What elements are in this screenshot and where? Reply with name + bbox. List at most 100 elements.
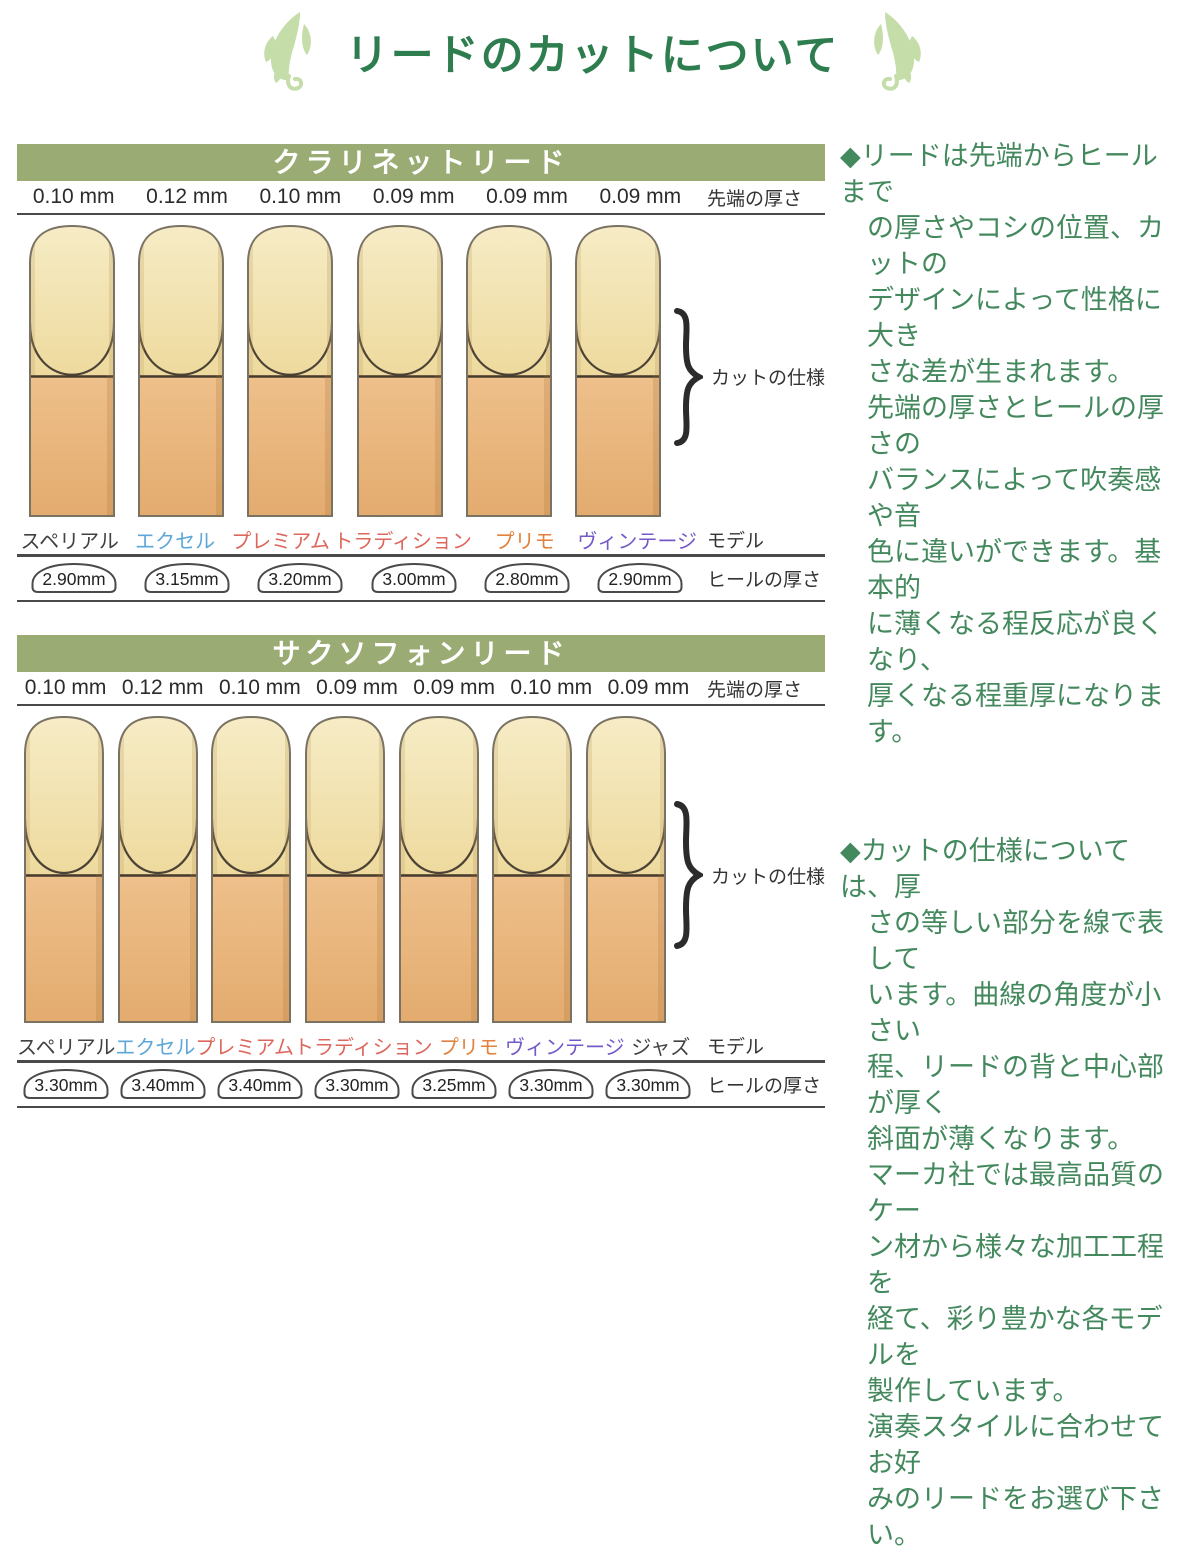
heel: 3.25mm <box>406 1068 503 1100</box>
note-paragraph: ◆カットの仕様については、厚 さの等しい部分を線で表して います。曲線の角度が小さい… <box>840 833 1180 1553</box>
tip-value: 0.09 mm <box>413 676 495 699</box>
tip-value: 0.10 mm <box>510 676 593 699</box>
heel: 3.40mm <box>211 1068 308 1100</box>
leaf-decoration-icon <box>874 12 922 91</box>
tip-value: 0.09 mm <box>316 676 398 699</box>
model-row: スペリアル エクセル プレミアム トラディション プリモ ヴィンテージ ジャズ モデル <box>17 1030 825 1063</box>
reed <box>17 223 126 518</box>
heel: 3.30mm <box>17 1068 114 1100</box>
heel-thickness-label: ヒールの厚さ <box>707 1075 822 1097</box>
leaf-right-icon <box>869 10 925 94</box>
heel-value: 3.40mm <box>228 1075 291 1095</box>
heel: 3.15mm <box>130 562 243 594</box>
heel-shape: 3.30mm <box>314 1068 400 1099</box>
heel-shape: 3.20mm <box>257 562 343 593</box>
note-line: 色に違いができます。基本的 <box>867 537 1162 603</box>
heel-value: 3.30mm <box>34 1075 97 1095</box>
model-name: ヴィンテージ <box>577 530 697 553</box>
heel-value: 2.90mm <box>42 569 105 589</box>
heel-value: 3.40mm <box>131 1075 194 1095</box>
tip-values: 0.10 mm 0.12 mm 0.10 mm 0.09 mm 0.09 mm 0.09 … <box>17 181 697 213</box>
model-name: ジャズ <box>631 1036 691 1059</box>
reed-sections: クラリネットリード 0.10 mm 0.12 mm 0.10 mm 0.09 mm 0.0… <box>17 144 825 1108</box>
page-header: リードのカットについて <box>0 10 1185 94</box>
note-line: ン材から様々な加工工程を <box>867 1232 1164 1298</box>
reeds-row: カットの仕様 <box>17 706 825 1024</box>
reed-image <box>137 224 224 517</box>
model-names: スペリアル エクセル プレミアム トラディション プリモ ヴィンテージ <box>17 524 697 554</box>
heel-value: 3.30mm <box>325 1075 388 1095</box>
heel-shape: 2.80mm <box>484 562 570 593</box>
reed-image <box>117 715 198 1023</box>
reed <box>454 223 563 518</box>
tip-value: 0.12 mm <box>146 185 228 208</box>
page-title: リードのカットについて <box>345 32 840 80</box>
section-clarinet: クラリネットリード 0.10 mm 0.12 mm 0.10 mm 0.09 mm 0.0… <box>17 144 825 602</box>
note-line: ◆リードは先端からヒールまで <box>840 141 1158 207</box>
tip-thickness-label: 先端の厚さ <box>707 188 803 210</box>
reed <box>564 223 673 518</box>
reed-image <box>23 715 104 1023</box>
reeds-row: カットの仕様 <box>17 215 825 518</box>
heel: 3.30mm <box>600 1068 697 1100</box>
reed <box>298 714 392 1024</box>
reed <box>126 223 235 518</box>
tip-value: 0.10 mm <box>259 185 342 208</box>
cut-spec-callout: カットの仕様 <box>673 223 825 518</box>
section-header: サクソフォンリード <box>17 635 825 672</box>
heel-values: 2.90mm 3.15mm 3.20mm 3.00mm 2.80mm 2.90mm <box>17 562 697 594</box>
note-line: 斜面が薄くなります。 <box>867 1124 1135 1154</box>
heel-value: 3.00mm <box>382 569 445 589</box>
cut-spec-callout: カットの仕様 <box>673 714 825 1024</box>
heel-shape: 3.40mm <box>120 1068 206 1099</box>
model-label: モデル <box>707 1036 765 1058</box>
notes-column: ◆リードは先端からヒールまで の厚さやコシの位置、カットの デザインによって性格に大… <box>840 138 1180 1553</box>
heel: 2.80mm <box>470 562 583 594</box>
reed-image <box>356 224 443 517</box>
tip-value: 0.09 mm <box>486 185 568 208</box>
note-line: 経て、彩り豊かな各モデルを <box>867 1304 1163 1370</box>
heel-thickness-label: ヒールの厚さ <box>707 569 822 591</box>
heel-values: 3.30mm 3.40mm 3.40mm 3.30mm 3.25mm 3.30mm 3.30… <box>17 1068 697 1100</box>
tip-thickness-label: 先端の厚さ <box>707 679 803 701</box>
tip-value: 0.10 mm <box>32 185 115 208</box>
heel: 3.30mm <box>308 1068 405 1100</box>
model-name: トラディション <box>333 530 472 553</box>
model-name: プリモ <box>494 530 555 553</box>
cut-spec-label: カットの仕様 <box>710 866 825 888</box>
note-line: います。曲線の角度が小さい <box>867 980 1162 1046</box>
note-line: 製作しています。 <box>867 1376 1080 1406</box>
model-label: モデル <box>707 530 765 552</box>
model-name: ヴィンテージ <box>505 1036 625 1059</box>
heel: 3.30mm <box>503 1068 600 1100</box>
heel-shape: 3.00mm <box>371 562 457 593</box>
reed <box>392 714 486 1024</box>
note-line: さな差が生まれます。 <box>867 357 1135 387</box>
reed-images <box>17 223 673 518</box>
note-line: さの等しい部分を線で表して <box>867 908 1164 974</box>
tip-value: 0.09 mm <box>372 185 455 208</box>
section-header: クラリネットリード <box>17 144 825 181</box>
leaf-decoration-icon <box>263 12 311 91</box>
note-line: デザインによって性格に大き <box>867 285 1162 351</box>
tip-value: 0.10 mm <box>24 676 107 699</box>
reed-image <box>304 715 385 1023</box>
note-paragraph: ◆リードは先端からヒールまで の厚さやコシの位置、カットの デザインによって性格に大… <box>840 138 1180 750</box>
model-name: プレミアム <box>231 530 330 553</box>
heel-thickness-row: 2.90mm 3.15mm 3.20mm 3.00mm 2.80mm 2.90mm ヒールの… <box>17 557 825 602</box>
heel-shape: 3.30mm <box>508 1068 594 1099</box>
reed-image <box>465 224 552 517</box>
tip-value: 0.09 mm <box>607 676 690 699</box>
heel-value: 3.30mm <box>520 1075 583 1095</box>
tip-value: 0.12 mm <box>121 676 204 699</box>
tip-values: 0.10 mm 0.12 mm 0.10 mm 0.09 mm 0.09 mm 0.10 … <box>17 672 697 704</box>
heel: 3.20mm <box>244 562 357 594</box>
note-line: 演奏スタイルに合わせてお好 <box>867 1412 1164 1478</box>
page: リードのカットについて クラリネットリード 0.10 mm 0.12 mm 0.10 … <box>0 10 1185 1550</box>
model-name: スペリアル <box>20 530 119 553</box>
model-row: スペリアル エクセル プレミアム トラディション プリモ ヴィンテージ モデル <box>17 524 825 557</box>
reed-image <box>28 224 115 517</box>
heel: 2.90mm <box>584 562 697 594</box>
tip-value: 0.10 mm <box>219 676 301 699</box>
section-saxophone: サクソフォンリード 0.10 mm 0.12 mm 0.10 mm 0.09 mm 0.0… <box>17 635 825 1108</box>
